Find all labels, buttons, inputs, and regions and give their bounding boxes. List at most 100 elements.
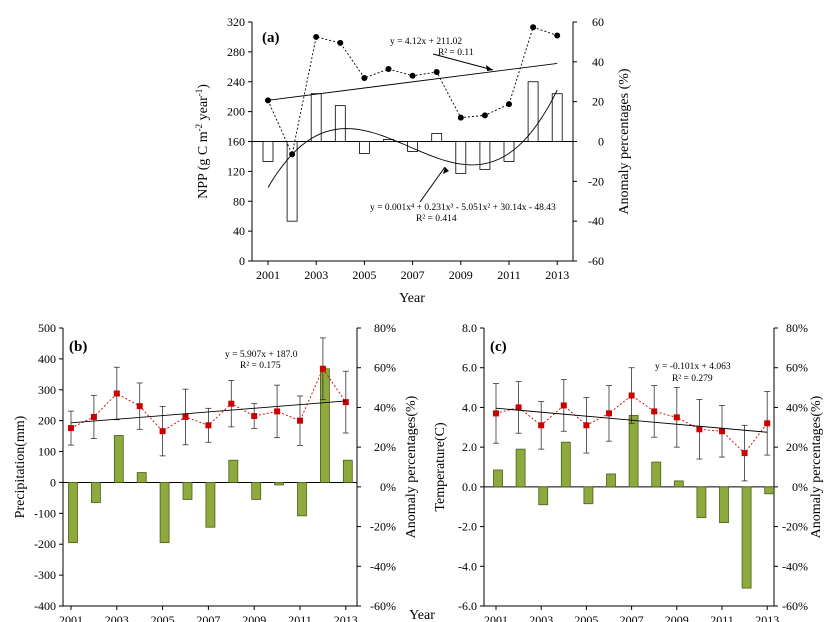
point-2005 xyxy=(159,428,166,435)
bar-2009 xyxy=(251,482,262,500)
y-tick-label: 6.0 xyxy=(462,361,477,375)
point-2001 xyxy=(68,425,74,432)
bar-2012 xyxy=(319,368,330,483)
bar-2008 xyxy=(431,133,443,142)
y2-tick-label: 80% xyxy=(786,321,808,335)
y-tick-label: 40 xyxy=(233,224,245,238)
bar-2012 xyxy=(527,81,539,142)
y2-tick-label: -20% xyxy=(782,520,808,534)
y-tick-label: 200 xyxy=(227,105,245,119)
bar-2004 xyxy=(560,441,571,488)
bar-2003 xyxy=(310,93,322,142)
point-2003 xyxy=(538,422,545,429)
y2-tick-label: 0% xyxy=(380,480,396,494)
trend-arrow-head xyxy=(486,65,493,71)
y2-tick-label: -20 xyxy=(588,174,604,188)
x-tick-label: 2011 xyxy=(288,613,312,622)
x-tick-label: 2001 xyxy=(59,613,83,622)
bar-2002 xyxy=(91,482,101,503)
point-2004 xyxy=(560,402,567,409)
chart-panel-c: -6.0 -4.0 -2.0 0.0 2.0 4.0 6.0 8.0 -60% -40% -20% 0… xyxy=(433,321,824,622)
y-tick-label: -400 xyxy=(34,599,56,613)
y-tick-label: 320 xyxy=(227,15,245,29)
poly-r2: R² = 0.414 xyxy=(416,214,457,224)
y2-tick-label: -40% xyxy=(370,559,396,573)
point-2004 xyxy=(337,39,344,46)
point-2009 xyxy=(251,413,258,420)
y2-tick-label: 80% xyxy=(374,321,396,335)
x-tick-label: 2005 xyxy=(151,613,175,622)
point-2013 xyxy=(764,420,771,427)
y-tick-label: -100 xyxy=(34,506,56,520)
y2-tick-label: 60 xyxy=(592,15,604,29)
x-tick-label: 2005 xyxy=(574,613,598,622)
y-tick-label: 8.0 xyxy=(462,321,477,335)
bar-2001 xyxy=(493,469,503,488)
bar-2011 xyxy=(503,141,515,162)
x-tick-label: 2001 xyxy=(256,268,280,282)
y-tick-label: -4.0 xyxy=(458,559,477,573)
x-tick-label: 2013 xyxy=(545,268,569,282)
y-tick-label: 240 xyxy=(227,75,245,89)
y-tick-label: 2.0 xyxy=(462,440,477,454)
trend-arrow xyxy=(432,53,494,71)
point-2005 xyxy=(583,422,590,429)
trend-equation: y = -0.101x + 4.063 xyxy=(655,362,731,372)
y-tick-label: 4.0 xyxy=(462,400,477,414)
point-2003 xyxy=(113,390,120,397)
bar-2001 xyxy=(68,482,78,544)
bar-2012 xyxy=(741,486,752,589)
y2-axis-label: Anomaly percentages(%) xyxy=(404,395,419,538)
y-axis-label: Precipitation(mm) xyxy=(13,415,28,518)
y-tick-label: 100 xyxy=(38,445,56,459)
point-2002 xyxy=(90,413,97,420)
y-tick-label: -2.0 xyxy=(458,520,477,534)
bar-2007 xyxy=(205,482,216,528)
x-tick-label: 2007 xyxy=(196,613,220,622)
y-axis-label-part: year xyxy=(196,96,211,124)
trend-line xyxy=(495,407,768,433)
trend-line xyxy=(70,400,346,424)
bar-2010 xyxy=(696,486,707,519)
y-tick-label: 80 xyxy=(233,194,245,208)
x-tick-label: 2007 xyxy=(620,613,644,622)
y-tick-label: 400 xyxy=(38,352,56,366)
point-2013 xyxy=(554,32,561,39)
bar-2011 xyxy=(719,486,729,524)
point-2007 xyxy=(205,422,212,429)
y2-tick-label: 40% xyxy=(374,400,396,414)
trend-equation: y = 5.907x + 187.0 xyxy=(225,350,298,360)
y2-tick-label: 20% xyxy=(786,440,808,454)
bar-2013 xyxy=(551,93,563,142)
bar-2007 xyxy=(628,414,639,488)
y-tick-label: 500 xyxy=(38,321,56,335)
y2-tick-label: 60% xyxy=(786,361,808,375)
bar-2006 xyxy=(606,473,616,488)
x-tick-label: 2003 xyxy=(304,268,328,282)
x-tick-label: 2013 xyxy=(755,613,779,622)
point-2012 xyxy=(319,365,326,372)
y-tick-label: -6.0 xyxy=(458,599,477,613)
panel-label: (c) xyxy=(490,339,507,355)
y-axis-label-part: -1 xyxy=(194,89,204,97)
bar-2009 xyxy=(673,480,684,488)
point-2002 xyxy=(515,404,522,411)
point-2006 xyxy=(606,410,612,417)
point-2010 xyxy=(274,408,281,415)
y2-tick-label: -20% xyxy=(370,520,396,534)
x-tick-label: 2009 xyxy=(665,613,689,622)
poly-arrow-head xyxy=(443,167,449,174)
x-tick-label: 2007 xyxy=(401,268,425,282)
point-2010 xyxy=(481,112,488,119)
bar-2005 xyxy=(159,482,170,544)
bar-2009 xyxy=(455,141,467,174)
poly-arrow xyxy=(419,166,446,203)
bar-2011 xyxy=(297,482,307,517)
y-axis-label: Temperature(C) xyxy=(433,422,448,512)
point-2003 xyxy=(313,33,320,40)
x-tick-label: 2001 xyxy=(484,613,508,622)
y-tick-label: 200 xyxy=(38,414,56,428)
point-2006 xyxy=(182,413,189,420)
y-tick-label: 280 xyxy=(227,45,245,59)
y2-tick-label: -40 xyxy=(588,214,604,228)
